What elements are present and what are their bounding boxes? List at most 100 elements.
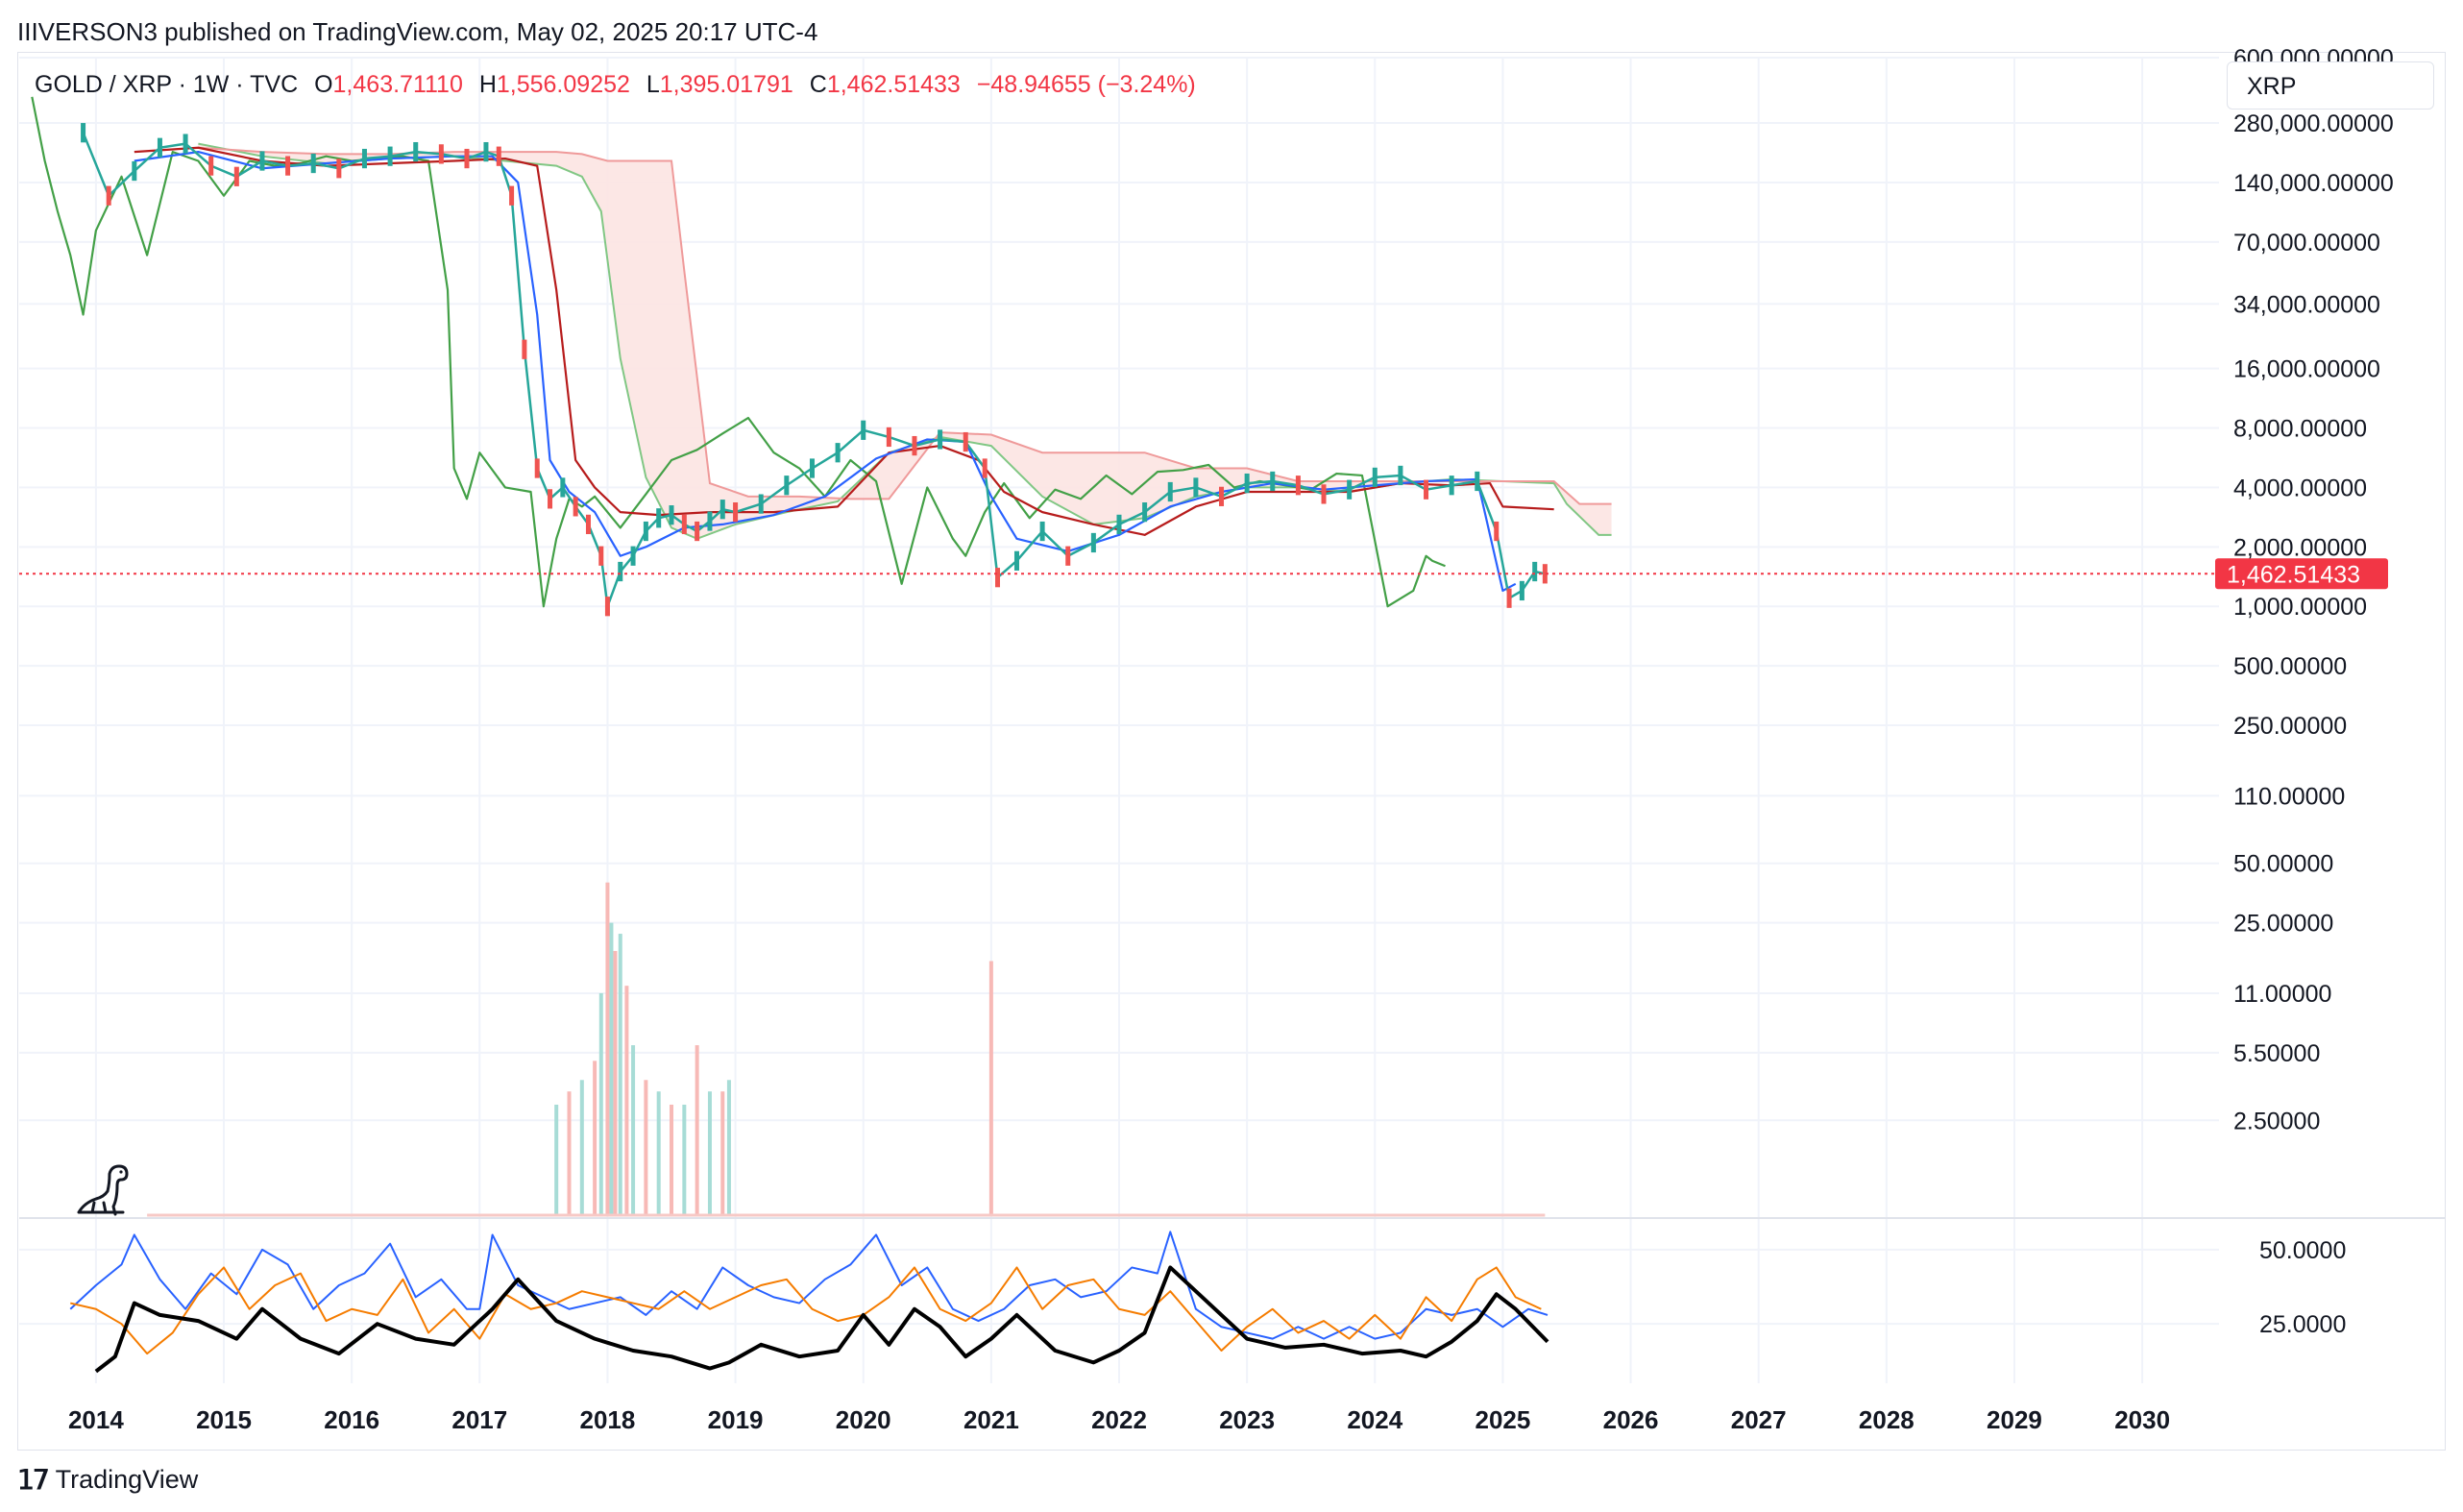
candle (106, 185, 111, 206)
volume-bar (988, 961, 993, 1216)
candle (233, 166, 239, 186)
candle (534, 458, 540, 478)
candle (336, 159, 342, 179)
price-tick-label: 25.00000 (2233, 911, 2333, 938)
dmi-tick-label: 50.0000 (2259, 1237, 2346, 1264)
time-tick-label: 2021 (963, 1405, 1019, 1434)
volume-bar (695, 1045, 699, 1216)
candle (809, 458, 815, 478)
candle (496, 146, 501, 166)
volume-bar (613, 950, 618, 1216)
time-tick-label: 2024 (1347, 1405, 1402, 1434)
low-label: L (646, 71, 660, 98)
dmi-tick-label: 25.0000 (2259, 1311, 2346, 1338)
volume-bar (682, 1104, 687, 1216)
candle (1090, 532, 1096, 553)
volume-bar (618, 934, 622, 1216)
candle (598, 546, 604, 566)
chart-frame[interactable] (17, 52, 2446, 1451)
price-tick-label: 2.50000 (2233, 1108, 2320, 1134)
price-tick-label: 34,000.00000 (2233, 291, 2380, 318)
high-label: H (478, 71, 497, 98)
candle (963, 431, 968, 452)
candle (707, 511, 713, 531)
candle (912, 435, 917, 456)
low-value: 1,395.01791 (659, 71, 793, 98)
candle (719, 500, 725, 520)
plus-di-line (69, 1231, 1549, 1340)
candle (157, 137, 162, 158)
volume-bar (593, 1061, 597, 1216)
time-tick-label: 2014 (68, 1405, 124, 1434)
candle (758, 494, 764, 514)
time-tick-label: 2025 (1475, 1405, 1530, 1434)
volume-bar (605, 882, 610, 1216)
price-lines (31, 96, 1554, 617)
candle (310, 153, 316, 174)
candle (413, 141, 419, 162)
candle (1295, 476, 1301, 496)
candle (560, 477, 566, 498)
candle (259, 151, 265, 171)
candle (1219, 486, 1225, 506)
price-tick-label: 280,000.00000 (2233, 110, 2394, 137)
volume-bar (720, 1091, 725, 1216)
volume-bar (579, 1080, 584, 1216)
candle (886, 427, 891, 448)
candle (618, 561, 623, 582)
time-tick-label: 2019 (708, 1405, 764, 1434)
candle (695, 521, 700, 542)
leading-span-b (198, 146, 1612, 505)
candle (982, 458, 988, 478)
candle (604, 597, 610, 617)
candle (784, 476, 790, 496)
volume-bar (624, 986, 629, 1216)
candle (1475, 471, 1480, 492)
candle (1270, 471, 1276, 492)
candle (585, 514, 591, 535)
candle (1494, 521, 1500, 542)
candle (483, 141, 489, 162)
time-tick-label: 2026 (1603, 1405, 1659, 1434)
time-tick-label: 2030 (2114, 1405, 2170, 1434)
time-tick-label: 2022 (1091, 1405, 1147, 1434)
candle (1372, 467, 1378, 488)
last-price-label: 1,462.51433 (19, 558, 2388, 590)
price-tick-label: 500.00000 (2233, 653, 2347, 680)
candle (1116, 514, 1122, 535)
last-price-box (2215, 558, 2388, 590)
candle (361, 148, 367, 169)
time-tick-label: 2029 (1987, 1405, 2042, 1434)
ohlc-legend: GOLD / XRP · 1W · TVC O1,463.71110 H1,55… (35, 71, 1196, 99)
cloud-fill (198, 143, 1612, 539)
dmi-pane (69, 1231, 1549, 1374)
candle (573, 497, 578, 517)
volume-bar (726, 1080, 731, 1216)
adx-line (94, 1265, 1549, 1374)
time-tick-label: 2015 (196, 1405, 252, 1434)
candle (733, 502, 739, 523)
volume-bar (554, 1104, 559, 1216)
price-tick-label: 11.00000 (2233, 981, 2331, 1008)
volume-bar (598, 992, 603, 1216)
candle (183, 134, 188, 154)
price-tick-label: 8,000.00000 (2233, 416, 2367, 443)
footer-brand[interactable]: 𝟣𝟩 TradingView (17, 1464, 198, 1496)
conversion-line (134, 151, 1517, 593)
open-value: 1,463.71110 (332, 71, 463, 98)
grid (19, 57, 2446, 1383)
base-line (134, 146, 1554, 536)
change-value: −48.94655 (−3.24%) (976, 71, 1196, 98)
price-tick-label: 50.00000 (2233, 851, 2333, 878)
candle (1532, 561, 1538, 582)
candle (1424, 479, 1429, 500)
candle (1193, 477, 1199, 498)
candle (1039, 521, 1045, 542)
candle (464, 148, 470, 169)
symbol-title[interactable]: GOLD / XRP · 1W · TVC (35, 71, 299, 98)
price-tick-label: 16,000.00000 (2233, 356, 2380, 383)
close-value: 1,462.51433 (826, 71, 961, 98)
compare-symbol-input[interactable]: XRP (2227, 61, 2434, 110)
dino-icon (77, 1164, 129, 1216)
